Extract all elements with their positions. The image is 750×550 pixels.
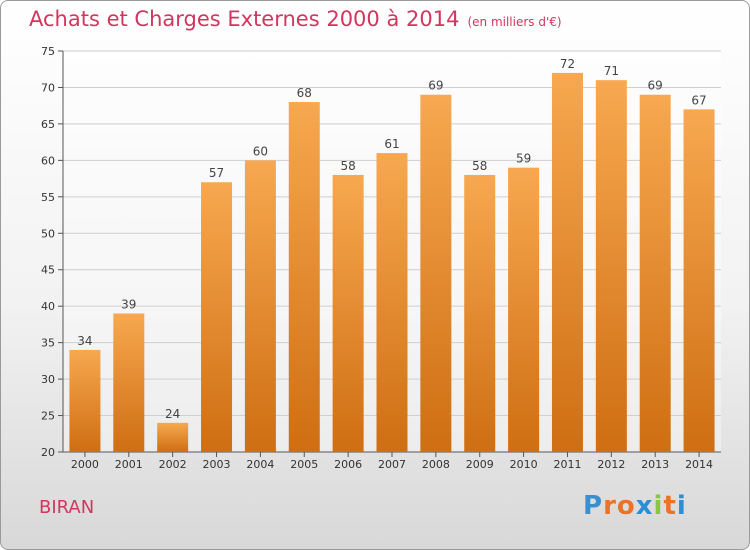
x-tick-label: 2004 bbox=[246, 458, 274, 471]
data-label-2010: 59 bbox=[516, 152, 531, 166]
logo-letter: P bbox=[583, 491, 604, 521]
data-label-2009: 58 bbox=[472, 159, 487, 173]
x-tick-label: 2009 bbox=[466, 458, 494, 471]
logo-letter: t bbox=[663, 491, 677, 521]
bar-2008 bbox=[420, 94, 452, 452]
bar-2003 bbox=[201, 182, 233, 452]
x-tick-label: 2012 bbox=[597, 458, 625, 471]
bar-2006 bbox=[332, 174, 364, 453]
y-tick-label: 20 bbox=[41, 446, 55, 459]
x-tick-label: 2007 bbox=[378, 458, 406, 471]
data-label-2002: 24 bbox=[165, 407, 180, 421]
y-tick-label: 35 bbox=[41, 337, 55, 350]
data-label-2007: 61 bbox=[384, 137, 399, 151]
logo-letter: i bbox=[676, 491, 687, 521]
chart-subtitle: (en milliers d'€) bbox=[467, 15, 562, 29]
x-tick-label: 2002 bbox=[159, 458, 187, 471]
x-tick-label: 2000 bbox=[71, 458, 99, 471]
y-tick-label: 30 bbox=[41, 373, 55, 386]
bar-2010 bbox=[508, 167, 540, 452]
x-tick-label: 2014 bbox=[685, 458, 713, 471]
bar-2005 bbox=[288, 102, 320, 452]
y-tick-label: 25 bbox=[41, 410, 55, 423]
y-tick-label: 60 bbox=[41, 154, 55, 167]
bar-2009 bbox=[464, 174, 496, 453]
chart-title: Achats et Charges Externes 2000 à 2014 (e… bbox=[29, 7, 562, 31]
y-tick-label: 70 bbox=[41, 81, 55, 94]
y-tick-label: 55 bbox=[41, 191, 55, 204]
x-tick-label: 2003 bbox=[203, 458, 231, 471]
logo-letter: x bbox=[635, 491, 654, 521]
data-label-2012: 71 bbox=[604, 64, 619, 78]
data-label-2006: 58 bbox=[340, 159, 355, 173]
chart-title-text: Achats et Charges Externes 2000 à 2014 bbox=[29, 7, 460, 31]
x-tick-label: 2005 bbox=[290, 458, 318, 471]
bar-2013 bbox=[639, 94, 671, 452]
axes: 20 25 30 35 40 45 50 55 60 65 70 75 2000 2001 2002 2003… bbox=[41, 45, 721, 471]
place-name: BIRAN bbox=[39, 497, 95, 518]
bar-2014 bbox=[683, 109, 715, 452]
bar-2004 bbox=[244, 160, 276, 452]
logo-letter: o bbox=[616, 491, 636, 521]
data-label-2003: 57 bbox=[209, 166, 224, 180]
x-tick-label: 2013 bbox=[641, 458, 669, 471]
y-tick-label: 75 bbox=[41, 45, 55, 58]
x-tick-label: 2006 bbox=[334, 458, 362, 471]
x-tick-label: 2011 bbox=[553, 458, 581, 471]
data-label-2000: 34 bbox=[77, 334, 92, 348]
data-label-2014: 67 bbox=[691, 93, 706, 107]
data-label-2008: 69 bbox=[428, 79, 443, 93]
y-tick-label: 50 bbox=[41, 227, 55, 240]
data-label-2001: 39 bbox=[121, 297, 136, 311]
logo-letter: r bbox=[603, 491, 617, 521]
bar-2011 bbox=[551, 72, 583, 452]
y-tick-label: 45 bbox=[41, 264, 55, 277]
data-label-2013: 69 bbox=[648, 79, 663, 93]
bar-2002 bbox=[157, 422, 189, 452]
bar-2000 bbox=[69, 349, 101, 452]
data-label-2005: 68 bbox=[297, 86, 312, 100]
y-tick-label: 40 bbox=[41, 300, 55, 313]
bars: 34 39 24 57 60 68 58 61 69 58 59 72 71 69 67 bbox=[69, 57, 715, 453]
x-tick-label: 2008 bbox=[422, 458, 450, 471]
data-label-2011: 72 bbox=[560, 57, 575, 71]
y-tick-label: 65 bbox=[41, 118, 55, 131]
proxiti-logo: Proxiti bbox=[583, 491, 687, 521]
bar-2007 bbox=[376, 153, 408, 452]
bar-2001 bbox=[113, 313, 145, 452]
bar-2012 bbox=[595, 80, 627, 452]
data-label-2004: 60 bbox=[253, 144, 268, 158]
x-tick-label: 2010 bbox=[510, 458, 538, 471]
x-tick-label: 2001 bbox=[115, 458, 143, 471]
logo-letter: i bbox=[653, 491, 664, 521]
